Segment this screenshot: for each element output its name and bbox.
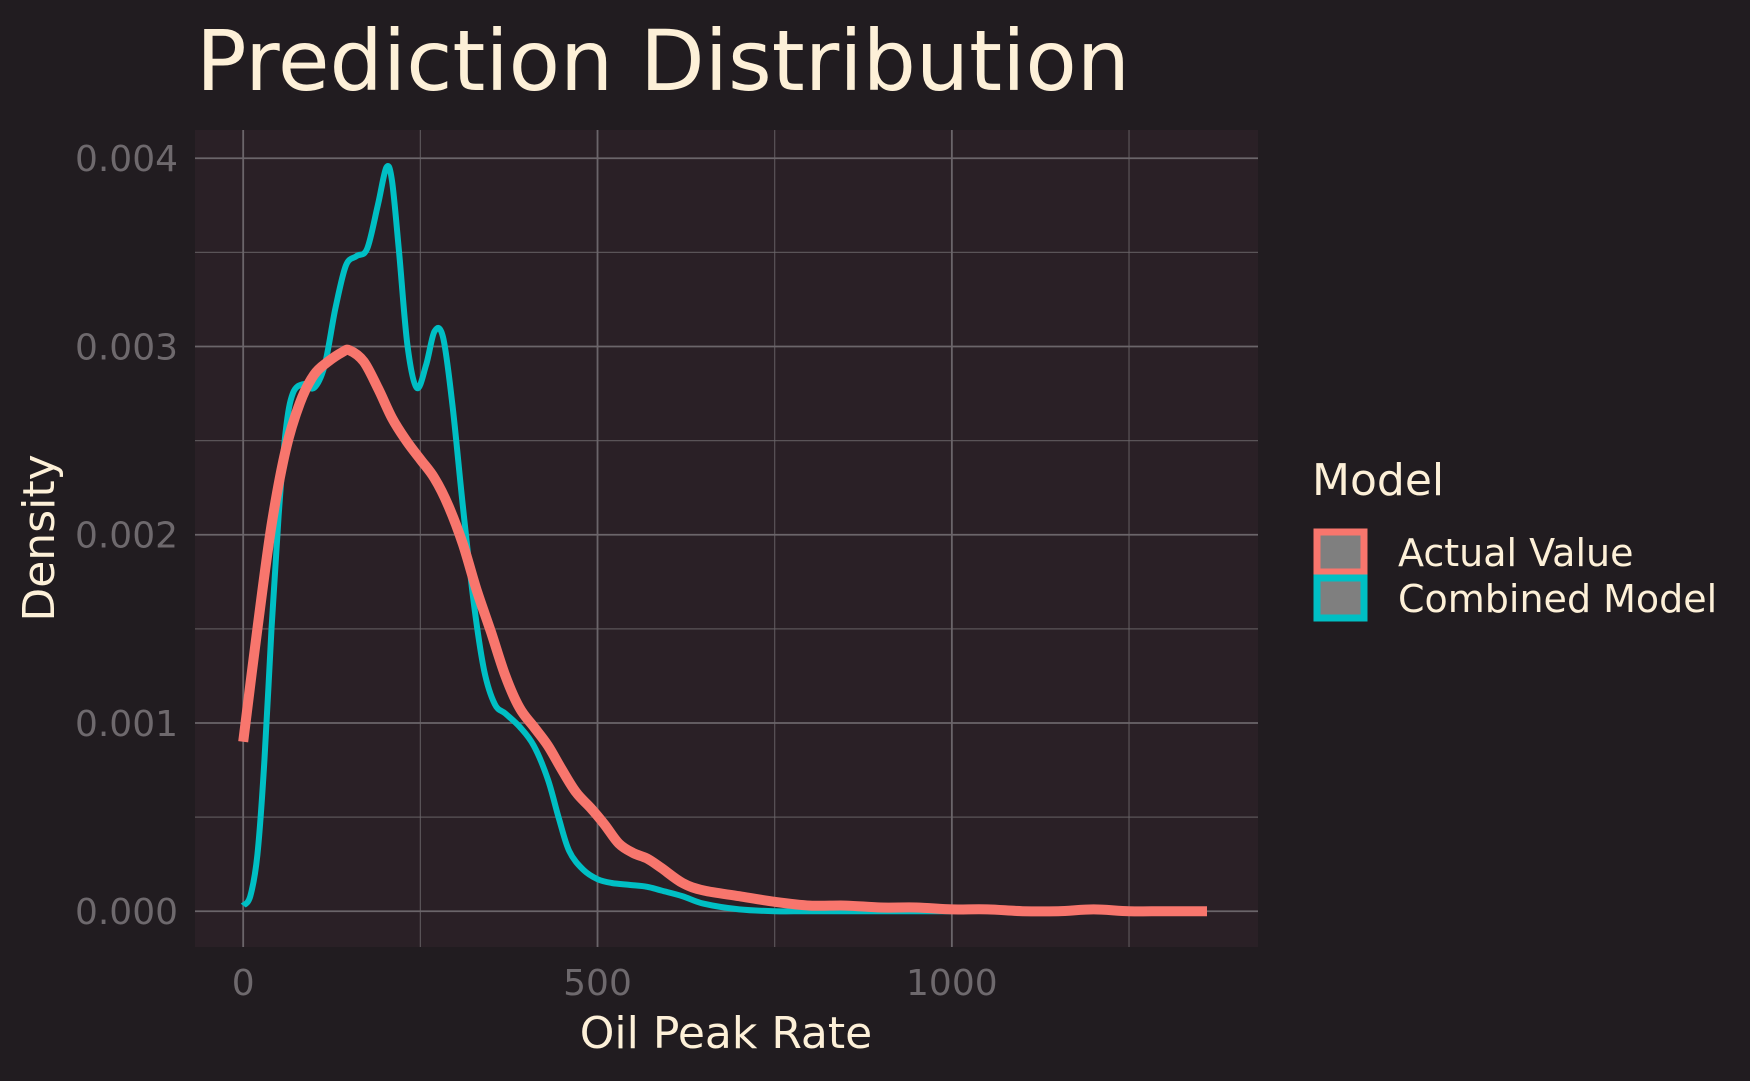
chart-title: Prediction Distribution — [196, 12, 1130, 110]
y-tick-label: 0.001 — [75, 704, 178, 745]
legend-label: Combined Model — [1398, 577, 1717, 621]
y-axis-title: Density — [14, 454, 65, 621]
x-tick-label: 500 — [563, 963, 632, 1004]
y-axis-ticks: 0.000 0.001 0.002 0.003 0.004 — [75, 139, 178, 933]
legend-label: Actual Value — [1398, 531, 1633, 575]
legend-item-combined-model: Combined Model — [1313, 574, 1717, 622]
actual-value-line — [238, 344, 1207, 917]
series-lines — [238, 162, 1207, 917]
y-tick-label: 0.004 — [75, 139, 178, 180]
combined-model-line — [240, 162, 952, 915]
x-axis-title: Oil Peak Rate — [580, 1008, 872, 1059]
x-tick-label: 0 — [232, 963, 255, 1004]
x-tick-label: 1000 — [906, 963, 998, 1004]
legend-key-actual-value — [1313, 528, 1368, 576]
grid-lines — [195, 130, 1258, 947]
x-axis-ticks: 0 500 1000 — [232, 963, 998, 1004]
y-tick-label: 0.002 — [75, 516, 178, 557]
y-tick-label: 0.003 — [75, 327, 178, 368]
legend-item-actual-value: Actual Value — [1313, 528, 1633, 576]
legend-key-combined-model — [1313, 574, 1368, 622]
legend-title: Model — [1312, 455, 1444, 506]
plot-panel — [195, 130, 1258, 947]
y-tick-label: 0.000 — [75, 892, 178, 933]
